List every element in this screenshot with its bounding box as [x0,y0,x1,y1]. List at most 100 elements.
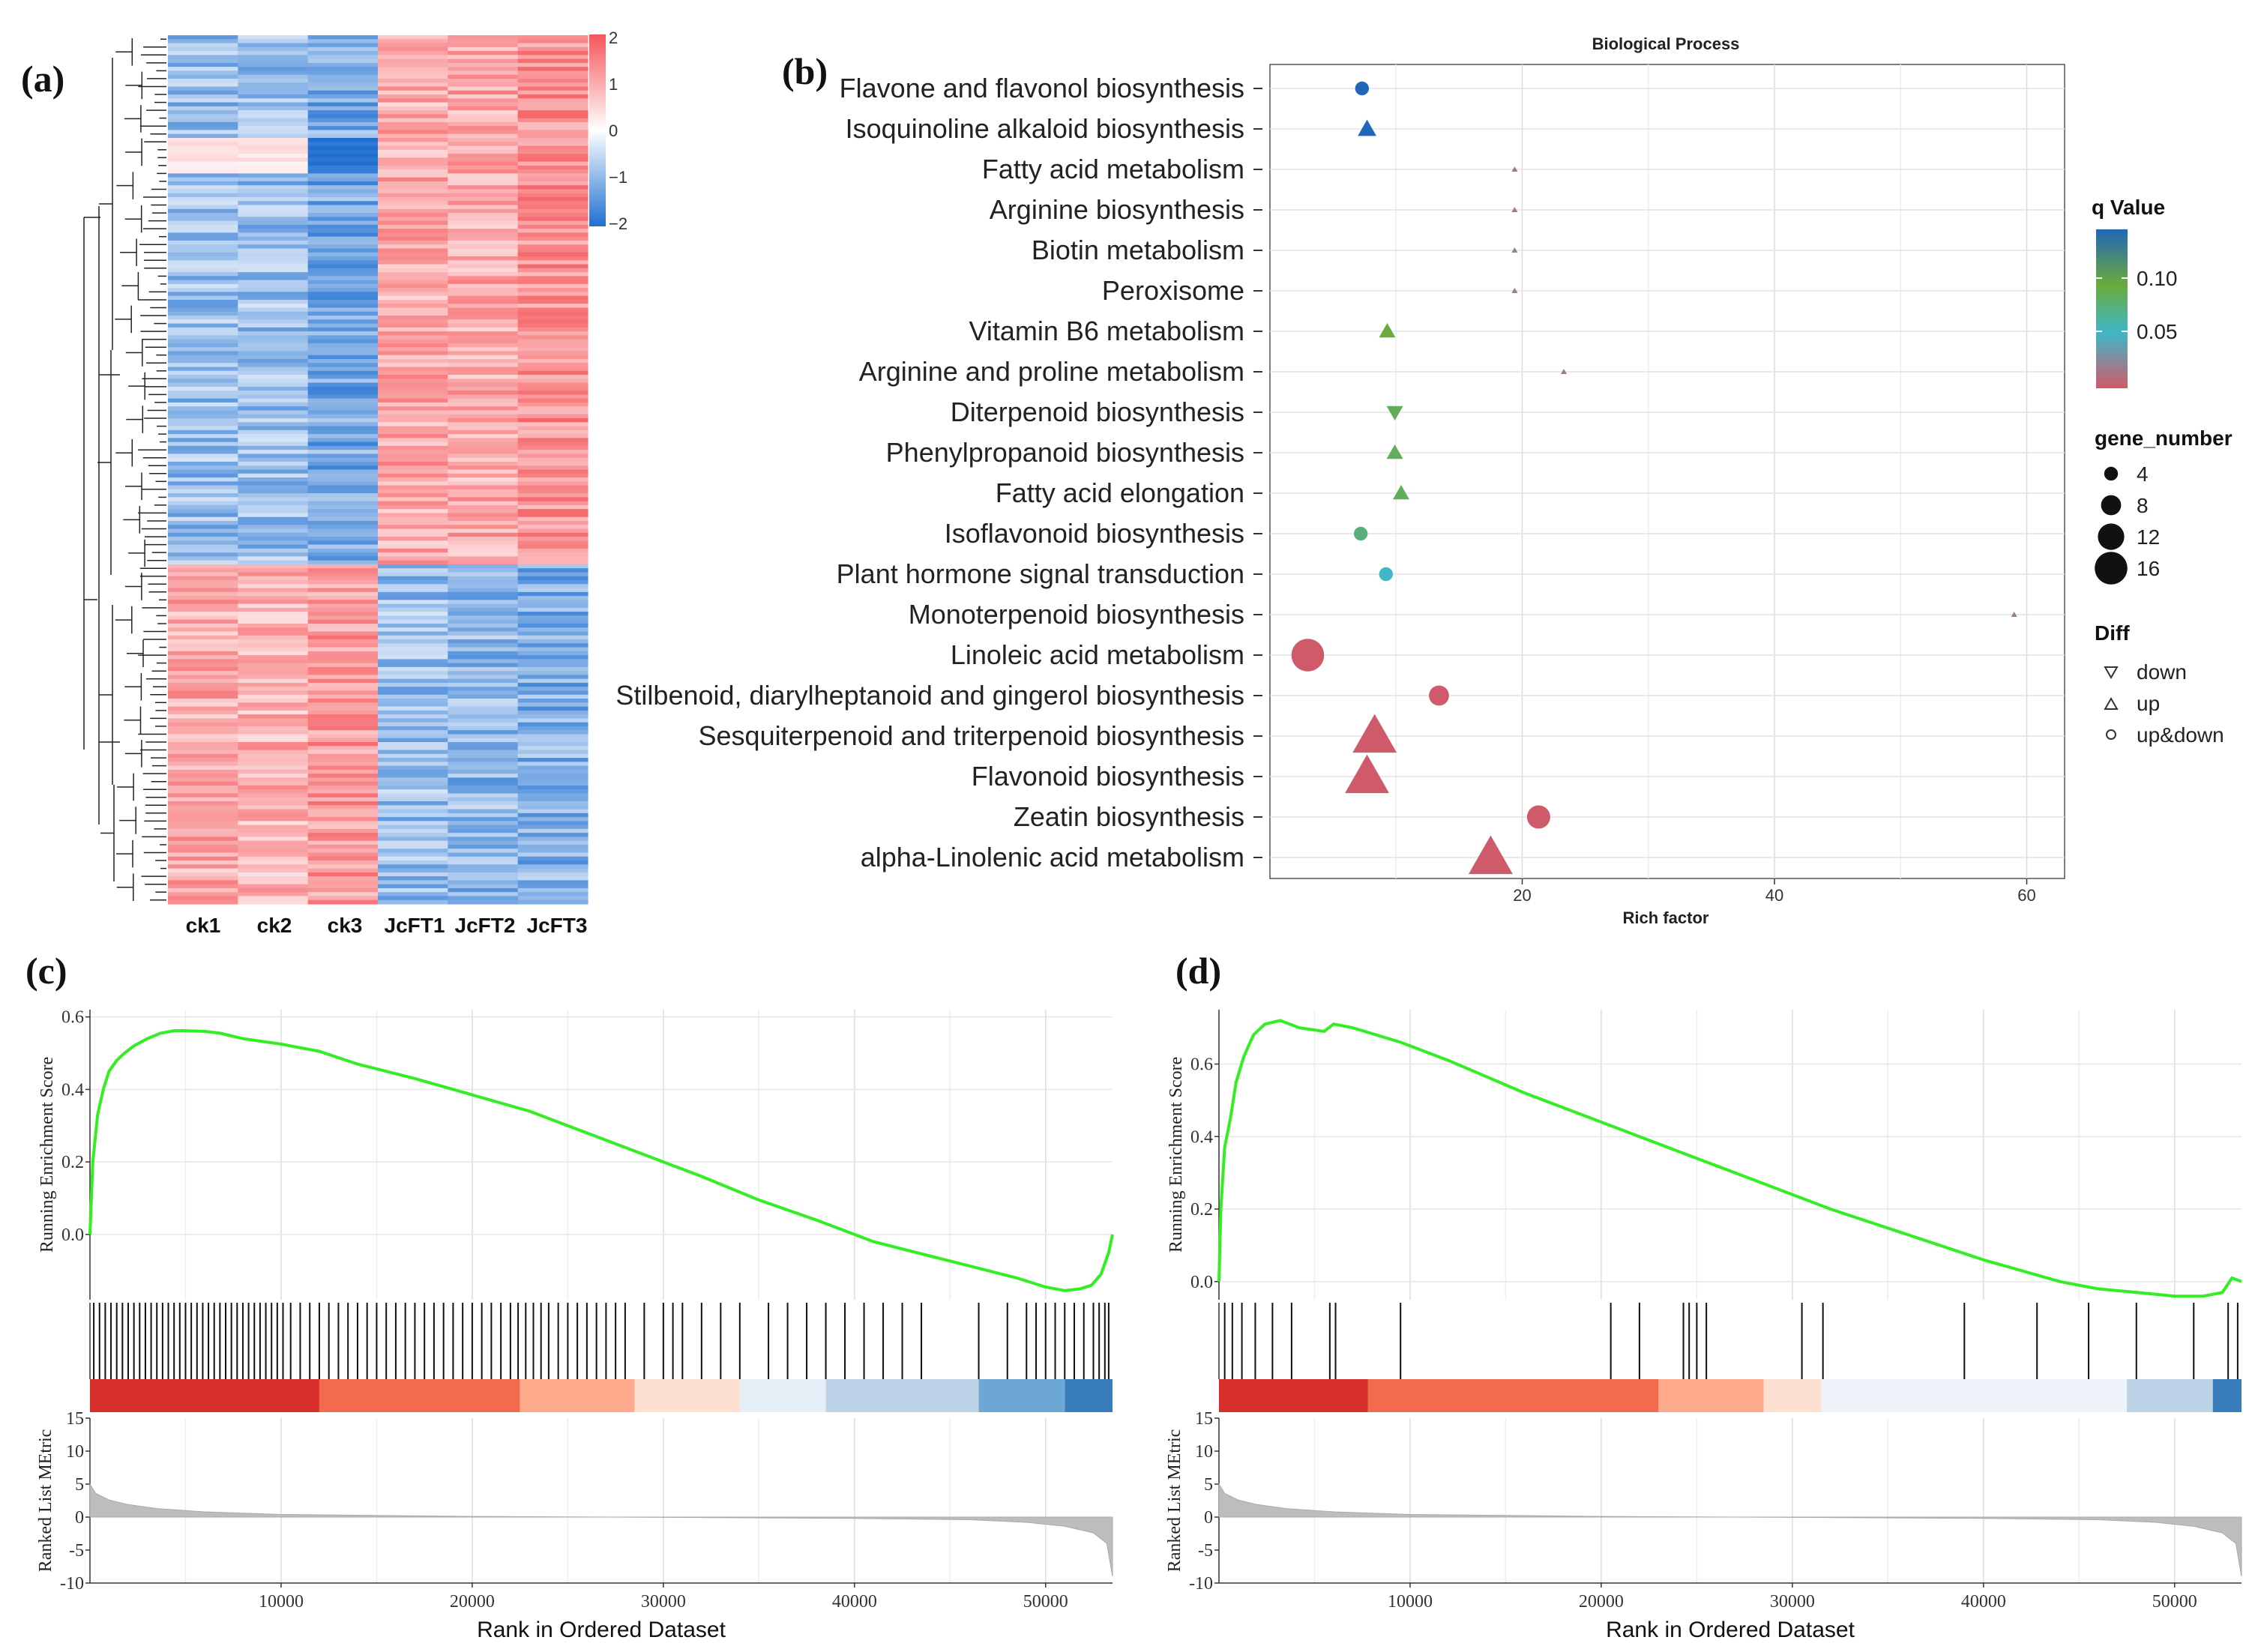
heatmap-cell [307,714,379,719]
heatmap-cell [517,402,588,407]
bubble-category-label: Arginine biosynthesis [990,194,1244,225]
heatmap-cell [517,386,588,391]
heatmap-cell [448,647,519,652]
heatmap-cell [378,631,448,636]
heatmap-cell [168,663,238,668]
bubble-category-labels: Flavone and flavonol biosynthesis Isoquin… [615,73,1262,872]
heatmap-cell [307,268,379,273]
heatmap-cell [168,339,238,344]
heatmap-cell [307,67,379,72]
heatmap-cell [168,304,238,309]
heatmap-cell [517,501,588,506]
heatmap-cell [307,157,379,163]
heatmap-cell [517,323,588,328]
heatmap-cell [448,121,519,127]
heatmap-cell [448,236,519,241]
heatmap-cell [517,833,588,838]
heatmap-cell [168,465,238,471]
heatmap-cell [168,564,238,569]
heatmap-cell [168,671,238,676]
heatmap-cell [448,805,519,810]
heatmap-cell [378,457,448,462]
gsea-y-tick-label: 0.4 [61,1080,84,1100]
heatmap-cell [307,414,379,419]
heatmap-cell [448,130,519,135]
heatmap-cell [307,647,379,652]
heatmap-cell [378,789,448,795]
heatmap-cell [517,520,588,525]
gsea-y-tick-label: 0.0 [61,1226,84,1245]
heatmap-cell [517,391,588,396]
heatmap-cell [168,98,238,103]
heatmap-cell [168,82,238,88]
heatmap-cell [517,272,588,277]
heatmap-cell [448,248,519,253]
heatmap-cell [517,94,588,99]
heatmap-cell [517,189,588,194]
heatmap-cell [448,351,519,356]
heatmap-cell [517,774,588,779]
heatmap-cell [378,568,448,573]
heatmap-cell [307,339,379,344]
bubble-x-tick-label: 20 [1513,886,1531,905]
heatmap-cell [517,126,588,131]
heatmap-cell [517,623,588,628]
heatmap-cell [378,825,448,830]
heatmap-cell [517,580,588,585]
gsea-rank-band [634,1379,740,1412]
heatmap-cell [307,205,379,210]
heatmap-cell [307,106,379,111]
heatmap-cell [517,675,588,680]
heatmap-cell [378,343,448,348]
heatmap-cell [307,710,379,715]
heatmap-cell [238,145,309,151]
heatmap-cell [168,280,238,285]
heatmap-cell [307,603,379,609]
heatmap-cell [517,777,588,783]
heatmap-cell [378,391,448,396]
heatmap-cell [307,666,379,672]
heatmap-cell [378,220,448,226]
bubble-category-label: Flavone and flavonol biosynthesis [840,73,1244,103]
heatmap-cell [168,106,238,111]
heatmap-cell [238,892,309,897]
heatmap-cell [168,666,238,672]
heatmap-cell [378,445,448,450]
heatmap-cell [517,229,588,234]
heatmap-cell [307,588,379,593]
heatmap-cell [168,90,238,95]
heatmap-cell [307,584,379,589]
heatmap-cell [378,552,448,557]
heatmap-cell [378,884,448,889]
heatmap-cell [168,426,238,431]
heatmap-cell [168,556,238,561]
gsea-rank-band [2212,1379,2242,1412]
bubble-points [1291,81,2017,875]
bubble-x-tick-label: 60 [2017,886,2035,905]
heatmap-cell [238,173,309,178]
heatmap-cell [448,580,519,585]
heatmap-cell [168,758,238,762]
heatmap-cell [517,730,588,735]
legend-gene-number-title: gene_number [2095,426,2233,450]
heatmap-cell [238,793,309,798]
bubble-title: Biological Process [1592,34,1740,53]
heatmap-cell [517,714,588,719]
heatmap-cell [307,572,379,577]
legend-qvalue-tick: 0.05 [2137,320,2178,343]
heatmap-cell [517,213,588,217]
heatmap-cell [378,623,448,628]
heatmap-cell [238,450,309,455]
heatmap-cell [307,358,379,364]
heatmap-cell [307,860,379,865]
heatmap-cell [448,734,519,739]
heatmap-cell [517,805,588,810]
legend-diff-updown: up&down [2137,723,2224,747]
heatmap-cell [517,137,588,142]
heatmap-cell [378,94,448,99]
heatmap-cell [378,572,448,577]
heatmap-cell [517,145,588,151]
heatmap-cell [238,596,309,600]
heatmap-cell [378,899,448,905]
